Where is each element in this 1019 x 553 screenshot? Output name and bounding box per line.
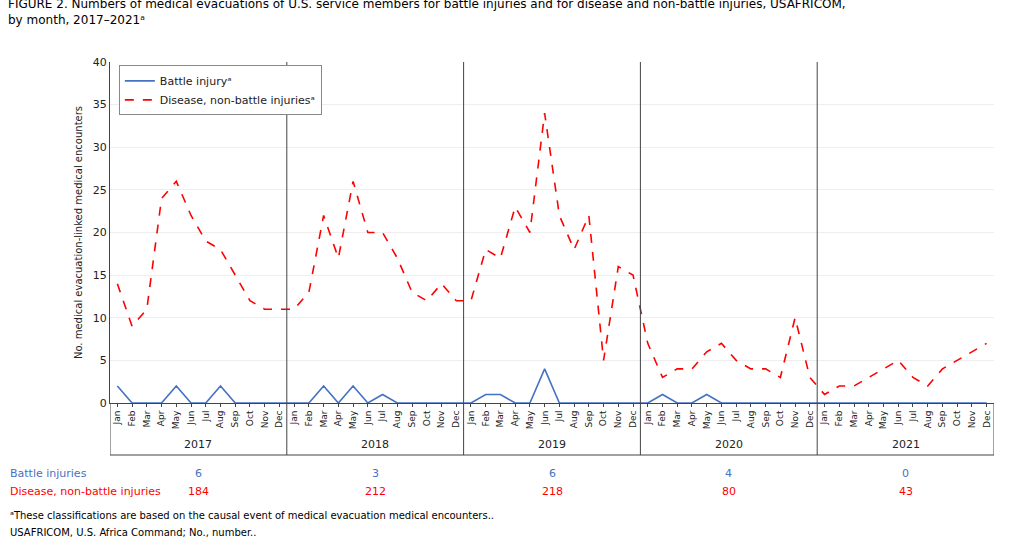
svg-text:40: 40	[93, 56, 107, 69]
svg-text:Oct: Oct	[598, 410, 608, 426]
svg-text:Apr: Apr	[687, 410, 697, 426]
svg-text:2017: 2017	[184, 438, 212, 451]
svg-text:Aug: Aug	[923, 411, 933, 429]
svg-text:Mar: Mar	[495, 410, 505, 427]
svg-text:May: May	[525, 410, 535, 429]
svg-text:Nov: Nov	[790, 410, 800, 428]
svg-text:0: 0	[100, 397, 107, 410]
svg-text:212: 212	[365, 485, 386, 498]
svg-text:Oct: Oct	[775, 410, 785, 426]
svg-text:Nov: Nov	[613, 410, 623, 428]
svg-text:Feb: Feb	[304, 410, 314, 426]
svg-text:2021: 2021	[892, 438, 920, 451]
svg-text:Feb: Feb	[657, 410, 667, 426]
svg-text:Nov: Nov	[436, 410, 446, 428]
svg-text:3: 3	[372, 467, 379, 480]
svg-text:Feb: Feb	[481, 410, 491, 426]
svg-text:Sep: Sep	[937, 410, 947, 427]
svg-text:Jul: Jul	[201, 411, 211, 423]
svg-text:May: May	[348, 410, 358, 429]
svg-text:4: 4	[725, 467, 732, 480]
svg-text:Jan: Jan	[112, 411, 122, 426]
svg-text:Sep: Sep	[230, 410, 240, 427]
svg-text:Oct: Oct	[245, 410, 255, 426]
svg-text:Sep: Sep	[761, 410, 771, 427]
svg-text:Nov: Nov	[967, 410, 977, 428]
svg-text:2019: 2019	[538, 438, 566, 451]
svg-text:Apr: Apr	[864, 410, 874, 426]
svg-text:2018: 2018	[361, 438, 389, 451]
svg-text:Apr: Apr	[156, 410, 166, 426]
svg-text:218: 218	[542, 485, 563, 498]
svg-text:6: 6	[549, 467, 556, 480]
svg-text:Battle injuryᵃ: Battle injuryᵃ	[160, 75, 232, 88]
svg-text:Jul: Jul	[377, 411, 387, 423]
svg-text:Aug: Aug	[569, 411, 579, 429]
svg-text:Aug: Aug	[746, 411, 756, 429]
svg-text:Dec: Dec	[805, 411, 815, 428]
svg-text:May: May	[702, 410, 712, 429]
svg-text:5: 5	[100, 354, 107, 367]
svg-text:35: 35	[93, 98, 107, 111]
svg-text:Apr: Apr	[510, 410, 520, 426]
svg-text:May: May	[171, 410, 181, 429]
svg-text:10: 10	[93, 312, 107, 325]
svg-text:80: 80	[722, 485, 736, 498]
svg-text:0: 0	[902, 467, 909, 480]
svg-text:Jul: Jul	[554, 411, 564, 423]
svg-text:FIGURE 2. Numbers of medical e: FIGURE 2. Numbers of medical evacuations…	[8, 0, 846, 27]
svg-text:Feb: Feb	[834, 410, 844, 426]
svg-text:Dec: Dec	[451, 411, 461, 428]
svg-text:Sep: Sep	[407, 410, 417, 427]
svg-text:Jul: Jul	[731, 411, 741, 423]
svg-text:Feb: Feb	[127, 410, 137, 426]
svg-text:Mar: Mar	[672, 410, 682, 427]
svg-text:Jan: Jan	[289, 411, 299, 426]
svg-text:184: 184	[188, 485, 209, 498]
svg-text:25: 25	[93, 184, 107, 197]
svg-text:Dec: Dec	[274, 411, 284, 428]
svg-text:6: 6	[195, 467, 202, 480]
svg-text:Jan: Jan	[819, 411, 829, 426]
svg-text:Jun: Jun	[363, 411, 373, 426]
svg-text:May: May	[878, 410, 888, 429]
svg-text:Dec: Dec	[982, 411, 992, 428]
svg-text:Nov: Nov	[260, 410, 270, 428]
svg-text:Disease, non-battle injuriesᵃ: Disease, non-battle injuriesᵃ	[160, 94, 315, 107]
svg-text:2020: 2020	[715, 438, 743, 451]
svg-text:20: 20	[93, 226, 107, 239]
svg-text:Aug: Aug	[215, 411, 225, 429]
svg-text:Jun: Jun	[893, 411, 903, 426]
svg-text:43: 43	[899, 485, 913, 498]
svg-text:Aug: Aug	[392, 411, 402, 429]
svg-text:Mar: Mar	[849, 410, 859, 427]
svg-text:Jun: Jun	[716, 411, 726, 426]
svg-text:Mar: Mar	[142, 410, 152, 427]
svg-text:Jul: Jul	[908, 411, 918, 423]
svg-text:30: 30	[93, 141, 107, 154]
svg-text:Dec: Dec	[628, 411, 638, 428]
svg-text:15: 15	[93, 269, 107, 282]
svg-text:No. medical evacuation-linked: No. medical evacuation-linked medical en…	[73, 106, 84, 359]
svg-text:Jan: Jan	[643, 411, 653, 426]
svg-text:Apr: Apr	[333, 410, 343, 426]
svg-text:Mar: Mar	[319, 410, 329, 427]
svg-text:ᵃThese classifications are bas: ᵃThese classifications are based on the …	[10, 510, 494, 521]
svg-text:Oct: Oct	[422, 410, 432, 426]
svg-text:Oct: Oct	[952, 410, 962, 426]
svg-text:Disease, non-battle injuries: Disease, non-battle injuries	[10, 485, 161, 498]
svg-text:USAFRICOM, U.S. Africa Command: USAFRICOM, U.S. Africa Command; No., num…	[10, 527, 256, 538]
svg-text:Sep: Sep	[584, 410, 594, 427]
svg-text:Jun: Jun	[186, 411, 196, 426]
svg-text:Jun: Jun	[540, 411, 550, 426]
svg-text:Jan: Jan	[466, 411, 476, 426]
svg-text:Battle injuries: Battle injuries	[10, 467, 87, 480]
